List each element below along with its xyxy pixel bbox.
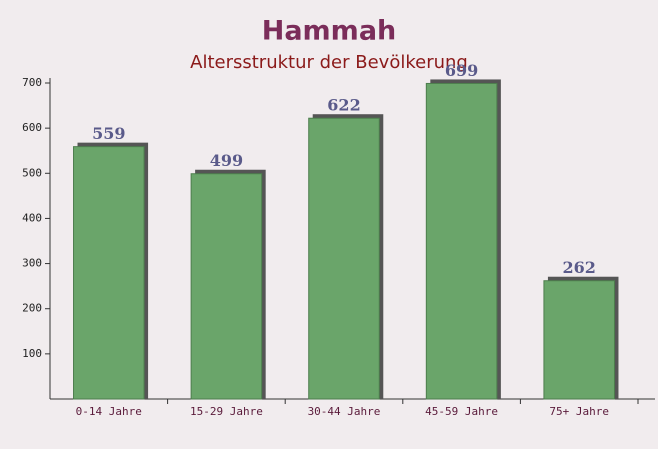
bar <box>543 280 615 400</box>
bar <box>73 146 145 400</box>
x-tick-label: 15-29 Jahre <box>190 405 263 418</box>
y-tick-label: 100 <box>22 347 42 360</box>
y-tick-label: 500 <box>22 166 42 179</box>
x-tick-label: 45-59 Jahre <box>425 405 498 418</box>
bar <box>308 117 380 400</box>
y-tick-label: 400 <box>22 211 42 224</box>
x-tick-label: 0-14 Jahre <box>76 405 142 418</box>
chart-subtitle: Altersstruktur der Bevölkerung <box>190 52 468 73</box>
value-label: 622 <box>327 96 360 115</box>
bar <box>425 82 498 400</box>
x-tick-label: 75+ Jahre <box>549 405 609 418</box>
x-tick-label: 30-44 Jahre <box>308 405 381 418</box>
value-label: 699 <box>445 61 478 80</box>
value-label: 559 <box>92 124 125 143</box>
value-label: 499 <box>210 151 243 170</box>
y-tick-label: 700 <box>22 76 42 89</box>
chart-title: Hammah <box>262 16 397 47</box>
y-tick-label: 600 <box>22 121 42 134</box>
bar <box>190 173 263 400</box>
y-tick-label: 300 <box>22 257 42 270</box>
y-tick-label: 200 <box>22 302 42 315</box>
value-label: 262 <box>562 258 595 277</box>
